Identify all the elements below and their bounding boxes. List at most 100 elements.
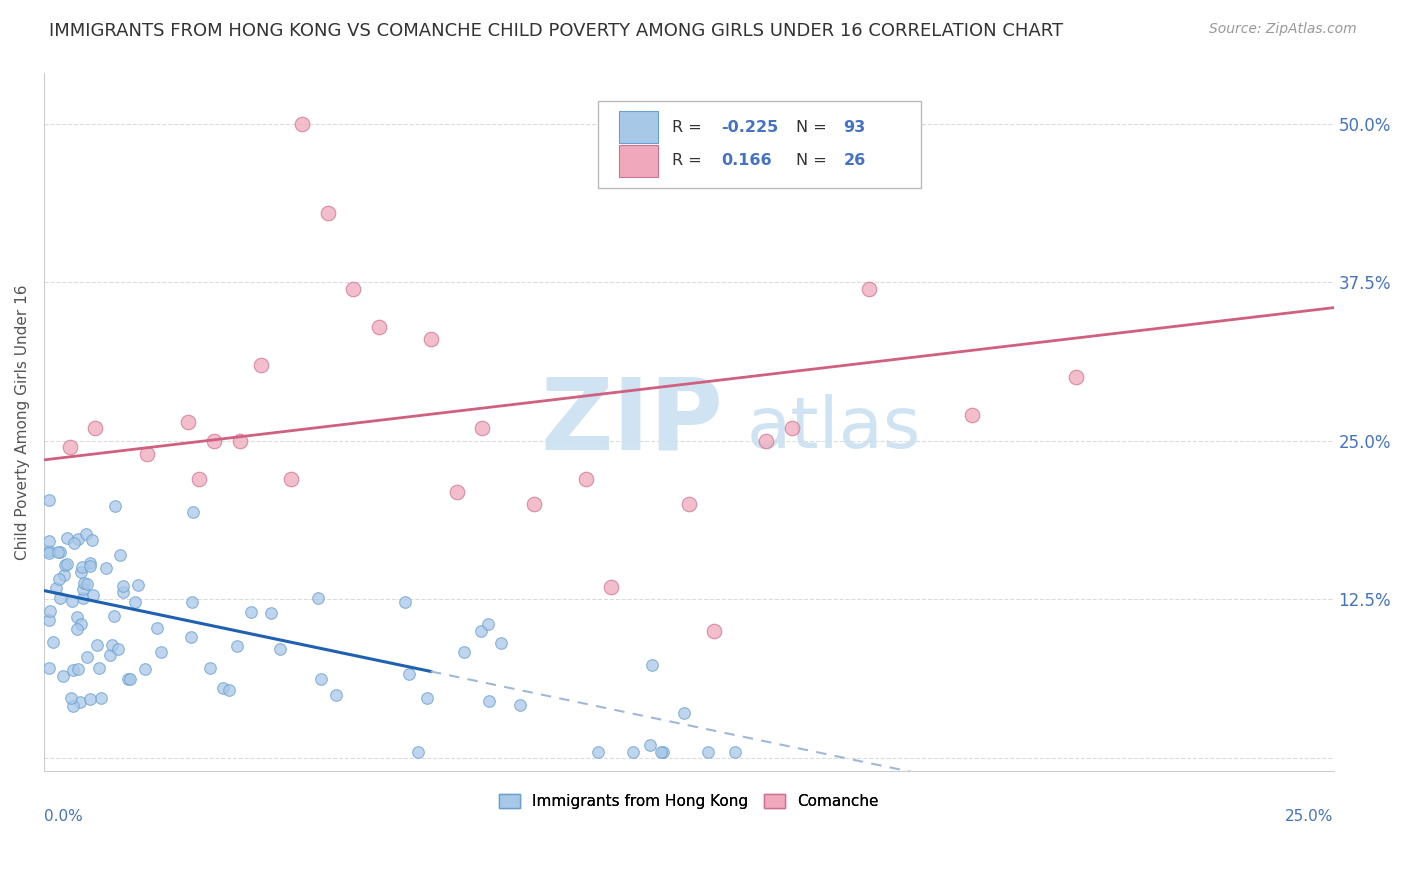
Point [48, 572, 70, 586]
Point [55, 531, 77, 545]
Point [652, 745, 675, 759]
Point [90, 691, 112, 706]
Point [72, 582, 94, 596]
Point [471, 421, 494, 435]
Point [621, 745, 644, 759]
Point [127, 578, 149, 592]
Point [70, 560, 93, 574]
Point [249, 358, 271, 372]
Point [73, 576, 96, 591]
Point [316, 205, 339, 219]
Text: 93: 93 [844, 120, 866, 135]
Text: IMMIGRANTS FROM HONG KONG VS COMANCHE CHILD POVERTY AMONG GIRLS UNDER 16 CORRELA: IMMIGRANTS FROM HONG KONG VS COMANCHE CH… [49, 22, 1063, 40]
Point [67, 662, 90, 676]
Point [70, 565, 93, 579]
Point [181, 595, 204, 609]
Point [49, 591, 72, 605]
Y-axis label: Child Poverty Among Girls Under 16: Child Poverty Among Girls Under 16 [15, 284, 30, 559]
Point [1064, 370, 1087, 384]
Point [453, 645, 475, 659]
Point [470, 624, 492, 638]
Point [225, 639, 247, 653]
Text: R =: R = [672, 120, 707, 135]
Point [38, 604, 60, 618]
Point [49, 545, 72, 559]
Legend: Immigrants from Hong Kong, Comanche: Immigrants from Hong Kong, Comanche [492, 788, 884, 815]
Point [650, 745, 672, 759]
Point [72, 591, 94, 605]
Point [269, 642, 291, 657]
Point [673, 706, 696, 721]
Point [60, 594, 83, 608]
Point [53, 558, 76, 573]
Point [640, 658, 662, 673]
Point [187, 472, 209, 486]
Point [280, 472, 302, 486]
Point [111, 579, 134, 593]
Point [218, 682, 240, 697]
Point [80, 533, 103, 547]
Point [117, 673, 139, 687]
Point [42, 635, 65, 649]
Point [62, 663, 84, 677]
Point [368, 319, 391, 334]
Text: 25.0%: 25.0% [1285, 809, 1333, 824]
Point [38, 533, 60, 548]
Point [82, 588, 104, 602]
Point [406, 745, 429, 759]
Text: 0.166: 0.166 [721, 153, 772, 169]
Point [70, 616, 93, 631]
Point [66, 622, 89, 636]
Point [858, 282, 880, 296]
FancyBboxPatch shape [599, 101, 921, 188]
Point [177, 415, 200, 429]
Point [291, 117, 314, 131]
Point [86, 638, 108, 652]
Point [104, 500, 127, 514]
Point [342, 282, 364, 296]
Point [89, 661, 111, 675]
Point [703, 624, 725, 639]
Point [478, 693, 501, 707]
Point [98, 648, 121, 662]
Point [212, 681, 235, 695]
Text: N =: N = [796, 120, 831, 135]
FancyBboxPatch shape [619, 145, 658, 177]
Point [477, 617, 499, 632]
Point [124, 595, 146, 609]
Point [780, 421, 803, 435]
Point [118, 672, 141, 686]
Point [149, 645, 172, 659]
Point [38, 661, 60, 675]
Point [523, 497, 546, 511]
Text: 26: 26 [844, 153, 866, 169]
Point [309, 672, 332, 686]
Point [84, 421, 107, 435]
Point [509, 698, 531, 712]
Point [398, 667, 420, 681]
Point [79, 692, 101, 706]
Point [52, 567, 75, 582]
Text: Source: ZipAtlas.com: Source: ZipAtlas.com [1209, 22, 1357, 37]
Point [600, 580, 623, 594]
Point [110, 549, 132, 563]
Point [574, 472, 596, 486]
Point [76, 576, 98, 591]
Text: N =: N = [796, 153, 831, 169]
Point [724, 745, 747, 759]
Point [198, 661, 221, 675]
Point [38, 546, 60, 560]
Point [202, 434, 225, 448]
Point [101, 638, 124, 652]
Point [79, 556, 101, 570]
Point [96, 561, 118, 575]
Point [307, 591, 329, 605]
Point [588, 745, 610, 759]
Point [962, 409, 984, 423]
Point [697, 745, 720, 759]
Point [79, 559, 101, 574]
Point [134, 662, 156, 676]
Point [446, 484, 468, 499]
Point [112, 585, 135, 599]
Point [416, 691, 439, 706]
